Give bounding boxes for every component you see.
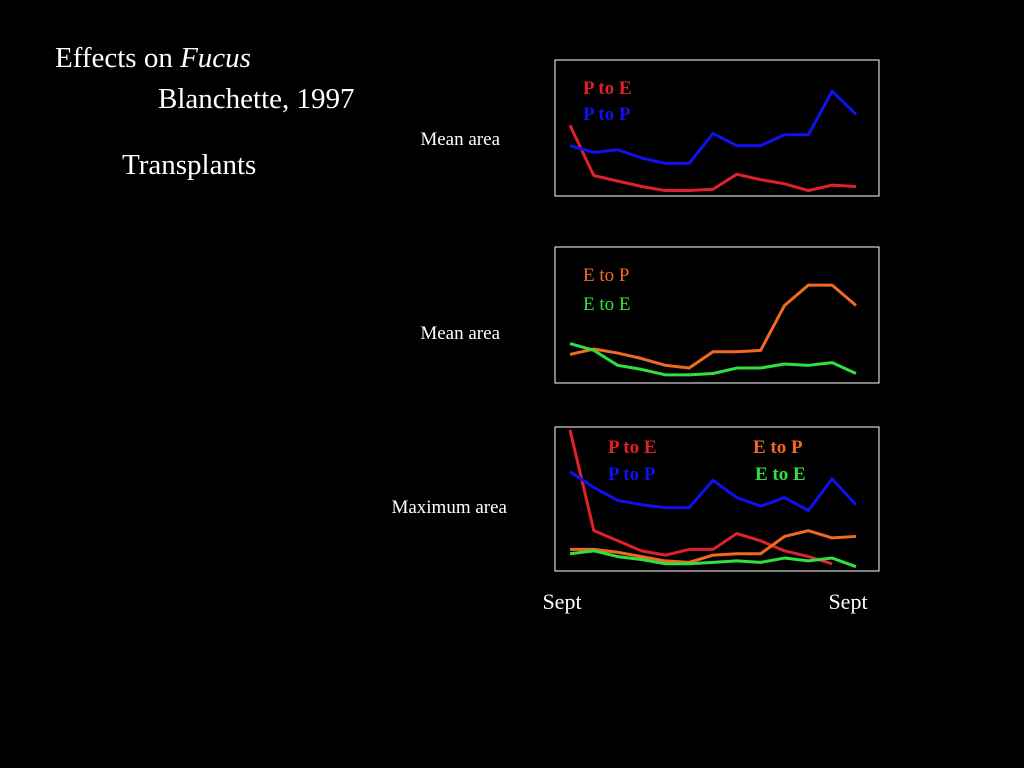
series-line [569, 470, 858, 513]
plot-frame [554, 426, 880, 572]
y-axis-label: Mean area [420, 323, 500, 344]
plot-frame [554, 246, 880, 384]
series-line [569, 283, 857, 370]
plot-frame [554, 59, 880, 197]
legend-entry: P to E [608, 437, 657, 458]
series-line [570, 529, 857, 564]
legend-entry: E to E [583, 294, 631, 315]
legend-entry: E to P [753, 437, 803, 458]
series-line [569, 89, 858, 165]
legend-entry: P to P [583, 104, 631, 125]
series-line [569, 549, 857, 569]
x-tick-label: Sept [542, 589, 581, 614]
legend-entry: E to P [583, 265, 629, 286]
legend-entry: P to P [608, 464, 656, 485]
legend-entry: E to E [755, 464, 806, 485]
x-tick-label: Sept [828, 589, 867, 614]
subtitle: Blanchette, 1997 [158, 83, 355, 115]
slide-title: Effects on Fucus [55, 42, 251, 74]
heading: Transplants [122, 149, 256, 181]
series-line [568, 429, 833, 566]
series-line [568, 124, 857, 193]
y-axis-label: Mean area [420, 129, 500, 150]
title-text: Effects on [55, 42, 180, 74]
y-axis-label: Maximum area [391, 497, 507, 518]
title-italic: Fucus [179, 42, 251, 74]
series-line [569, 342, 857, 377]
legend-entry: P to E [583, 78, 632, 99]
